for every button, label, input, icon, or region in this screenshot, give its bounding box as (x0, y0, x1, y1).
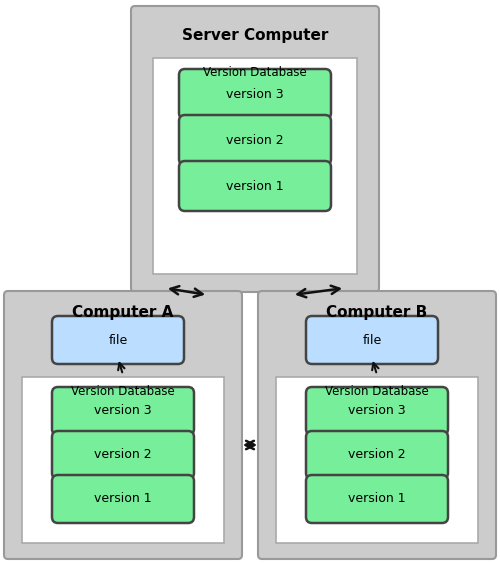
FancyBboxPatch shape (52, 316, 184, 364)
FancyBboxPatch shape (179, 115, 331, 165)
Text: file: file (108, 333, 128, 346)
Text: version 3: version 3 (94, 404, 152, 418)
FancyBboxPatch shape (179, 161, 331, 211)
FancyBboxPatch shape (52, 431, 194, 479)
FancyBboxPatch shape (52, 387, 194, 435)
FancyBboxPatch shape (276, 377, 478, 543)
Text: Version Database: Version Database (71, 385, 175, 398)
FancyBboxPatch shape (306, 475, 448, 523)
FancyBboxPatch shape (22, 377, 224, 543)
Text: version 3: version 3 (226, 87, 284, 101)
Text: Server Computer: Server Computer (182, 28, 328, 43)
Text: version 2: version 2 (348, 449, 406, 462)
Text: file: file (362, 333, 382, 346)
FancyBboxPatch shape (131, 6, 379, 292)
FancyBboxPatch shape (179, 69, 331, 119)
FancyBboxPatch shape (4, 291, 242, 559)
Text: Version Database: Version Database (325, 385, 429, 398)
Text: Version Database: Version Database (203, 66, 307, 79)
Text: version 1: version 1 (348, 493, 406, 506)
Text: version 1: version 1 (226, 180, 284, 193)
Text: version 2: version 2 (94, 449, 152, 462)
FancyBboxPatch shape (306, 316, 438, 364)
FancyBboxPatch shape (306, 387, 448, 435)
Text: Computer B: Computer B (326, 305, 428, 320)
Text: version 2: version 2 (226, 133, 284, 146)
FancyBboxPatch shape (306, 431, 448, 479)
FancyBboxPatch shape (258, 291, 496, 559)
FancyBboxPatch shape (52, 475, 194, 523)
Text: version 1: version 1 (94, 493, 152, 506)
Text: version 3: version 3 (348, 404, 406, 418)
Text: Computer A: Computer A (72, 305, 174, 320)
FancyBboxPatch shape (153, 58, 357, 274)
